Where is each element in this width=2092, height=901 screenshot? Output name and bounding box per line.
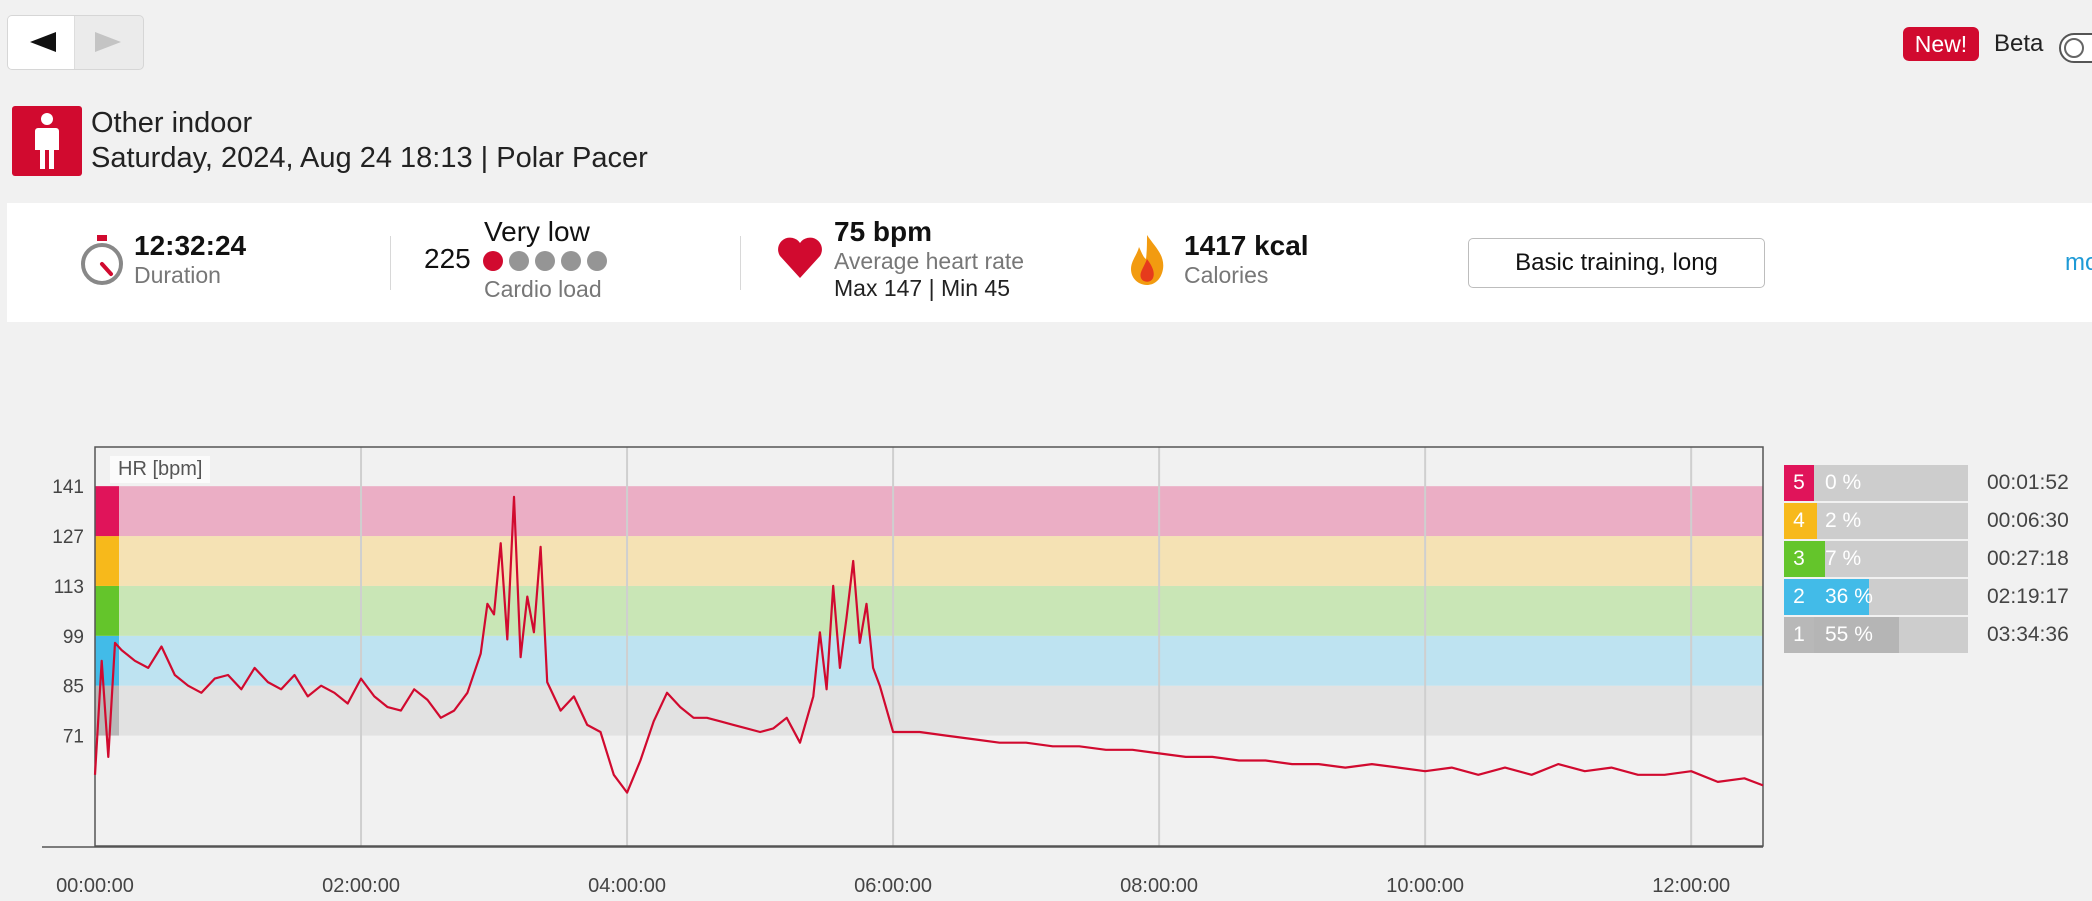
person-standing-icon [12,106,82,176]
zone-row-3: 3 7 % 00:27:18 [1783,540,2073,578]
zone-row-4: 4 2 % 00:06:30 [1783,502,2073,540]
x-tick-label: 00:00:00 [56,875,134,897]
divider [390,236,391,290]
zone-number: 3 [1784,541,1814,577]
duration-label: Duration [134,262,221,288]
zone-band-2 [95,635,1763,686]
avg-heart-rate-value: 75 bpm [834,216,933,247]
zone-percent: 55 % [1825,623,1873,646]
cardio-dot [587,251,607,271]
zone-row-1: 1 55 % 03:34:36 [1783,616,2073,654]
beta-toggle[interactable] [2059,33,2092,63]
x-tick-label: 10:00:00 [1386,875,1464,897]
cardio-load-label: Cardio load [484,276,602,302]
x-tick-label: 04:00:00 [588,875,666,897]
zone-number: 2 [1784,579,1814,615]
zone-percent: 36 % [1825,585,1873,608]
hr-series-line [93,495,1764,794]
training-benefit-button[interactable]: Basic training, long [1468,238,1765,288]
zone-bar-fill [1814,541,1825,577]
zone-bar-track [1814,541,1968,577]
stopwatch-icon [81,235,123,285]
zone-number: 1 [1784,617,1814,653]
y-tick-label: 71 [63,727,84,748]
zone-number: 5 [1784,465,1814,501]
y-tick-label: 113 [54,577,84,598]
sport-name: Other indoor [91,107,253,139]
zone-band-5 [95,486,1763,537]
heart-icon [778,237,822,278]
zone-band-3 [95,585,1763,636]
duration-value: 12:32:24 [134,230,247,261]
summary-bar: 12:32:24 Duration 225 Very low Cardio lo… [7,203,2092,322]
toggle-knob [2064,38,2084,58]
chart-ylabel: HR [bpm] [110,456,211,483]
forward-button[interactable] [76,16,143,69]
zone-number: 4 [1784,503,1814,539]
calories-label: Calories [1184,262,1269,288]
zone-band-1 [95,685,1763,736]
zone-time: 03:34:36 [1987,623,2069,646]
zone-time: 00:06:30 [1987,509,2069,532]
zone-marker-3 [95,585,119,636]
y-tick-label: 85 [63,677,84,698]
cardio-score: 225 [424,243,471,274]
x-tick-label: 06:00:00 [854,875,932,897]
cardio-level: Very low [484,216,590,247]
new-badge: New! [1903,27,1979,61]
zone-percent: 2 % [1825,509,1862,532]
zone-bar-track [1814,465,1968,501]
zone-band-4 [95,536,1763,586]
avg-heart-rate-label: Average heart rate [834,248,1025,274]
zone-percent: 0 % [1825,471,1862,494]
zone-bar-fill [1814,503,1818,539]
cardio-dot [509,251,529,271]
y-tick-label: 99 [63,627,84,648]
y-tick-label: 127 [52,527,84,548]
heart-rate-chart: 71 85 99 113 127 141 00:00:00 02:00:00 04:00:00 0… [42,446,1764,897]
zone-time: 00:27:18 [1987,547,2069,570]
zone-time: 02:19:17 [1987,585,2069,608]
y-tick-label: 141 [52,477,84,498]
zone-time: 00:01:52 [1987,471,2069,494]
calories-value: 1417 kcal [1184,230,1309,261]
zone-bar-fill [1814,617,1899,653]
session-datetime-device: Saturday, 2024, Aug 24 18:13 | Polar Pac… [91,142,648,174]
triangle-left-icon [30,32,56,52]
flame-icon [1131,235,1164,285]
plot-frame [94,446,1764,847]
x-tick-label: 08:00:00 [1120,875,1198,897]
zone-marker-4 [95,536,119,586]
beta-label: Beta [1994,30,2044,57]
more-link[interactable]: mo [2065,249,2092,276]
zone-row-2: 2 36 % 02:19:17 [1783,578,2073,616]
zone-bar-fill [1814,579,1870,615]
nav-button-group [7,15,144,70]
zone-row-5: 5 0 % 00:01:52 [1783,464,2073,502]
zone-percent: 7 % [1825,547,1862,570]
x-tick-label: 12:00:00 [1652,875,1730,897]
zone-bar-track [1814,503,1968,539]
cardio-dot [561,251,581,271]
cardio-dot [535,251,555,271]
max-min-heart-rate: Max 147 | Min 45 [834,275,1011,301]
zone-marker-5 [95,486,119,537]
back-button[interactable] [8,16,75,69]
cardio-dot [483,251,503,271]
divider [740,236,741,290]
triangle-right-icon [95,32,121,52]
x-tick-label: 02:00:00 [322,875,400,897]
